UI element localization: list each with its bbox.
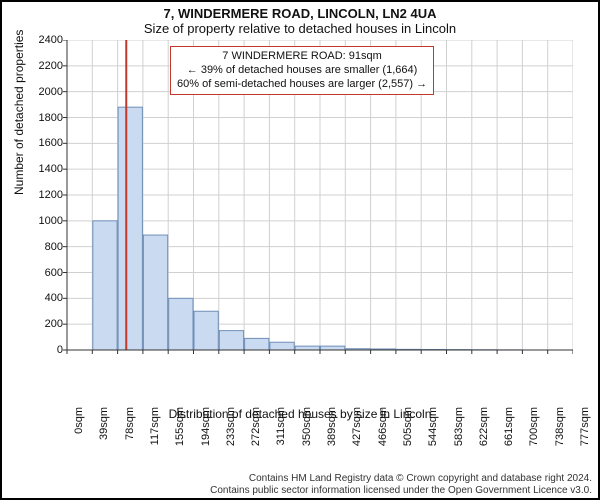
attribution-line-2: Contains public sector information licen… <box>210 485 592 497</box>
y-tick: 1400 <box>39 163 63 175</box>
x-tick: 194sqm <box>200 407 212 446</box>
callout-box: 7 WINDERMERE ROAD: 91sqm ← 39% of detach… <box>170 46 434 95</box>
y-tick: 800 <box>45 241 63 253</box>
x-tick: 544sqm <box>427 407 439 446</box>
x-tick: 505sqm <box>402 407 414 446</box>
x-tick: 738sqm <box>554 407 566 446</box>
x-tick: 700sqm <box>528 407 540 446</box>
x-tick: 350sqm <box>301 407 313 446</box>
x-tick: 622sqm <box>478 407 490 446</box>
x-tick: 233sqm <box>225 407 237 446</box>
x-tick: 78sqm <box>124 407 136 440</box>
attribution-line-1: Contains HM Land Registry data © Crown c… <box>210 473 592 485</box>
y-tick: 2000 <box>39 86 63 98</box>
y-tick: 400 <box>45 292 63 304</box>
x-tick: 0sqm <box>73 407 85 434</box>
x-tick: 661sqm <box>503 407 515 446</box>
x-tick: 117sqm <box>149 407 161 445</box>
x-tick: 427sqm <box>351 407 363 446</box>
x-tick: 389sqm <box>326 407 338 446</box>
callout-line-1: 7 WINDERMERE ROAD: 91sqm <box>177 50 427 64</box>
y-tick: 1200 <box>39 189 63 201</box>
y-tick: 0 <box>57 344 63 356</box>
x-tick: 272sqm <box>250 407 262 446</box>
x-tick: 466sqm <box>377 407 389 446</box>
y-tick: 200 <box>45 318 63 330</box>
x-tick: 311sqm <box>275 407 287 445</box>
x-tick: 155sqm <box>174 407 186 446</box>
y-tick: 1000 <box>39 215 63 227</box>
chart-container: 7, WINDERMERE ROAD, LINCOLN, LN2 4UA Siz… <box>0 0 600 500</box>
y-tick: 1800 <box>39 112 63 124</box>
address-title: 7, WINDERMERE ROAD, LINCOLN, LN2 4UA <box>2 6 598 21</box>
title-block: 7, WINDERMERE ROAD, LINCOLN, LN2 4UA Siz… <box>2 2 598 36</box>
y-tick: 2400 <box>39 34 63 46</box>
x-tick: 777sqm <box>579 407 591 446</box>
x-tick: 583sqm <box>453 407 465 446</box>
x-tick: 39sqm <box>98 407 110 440</box>
y-tick: 2200 <box>39 60 63 72</box>
attribution: Contains HM Land Registry data © Crown c… <box>210 473 592 496</box>
y-axis-label: Number of detached properties <box>12 30 26 195</box>
y-tick: 1600 <box>39 137 63 149</box>
y-tick: 600 <box>45 267 63 279</box>
subtitle: Size of property relative to detached ho… <box>2 21 598 36</box>
plot-area: 0200400600800100012001400160018002000220… <box>67 40 573 405</box>
callout-line-2: ← 39% of detached houses are smaller (1,… <box>177 64 427 78</box>
callout-line-3: 60% of semi-detached houses are larger (… <box>177 78 427 92</box>
